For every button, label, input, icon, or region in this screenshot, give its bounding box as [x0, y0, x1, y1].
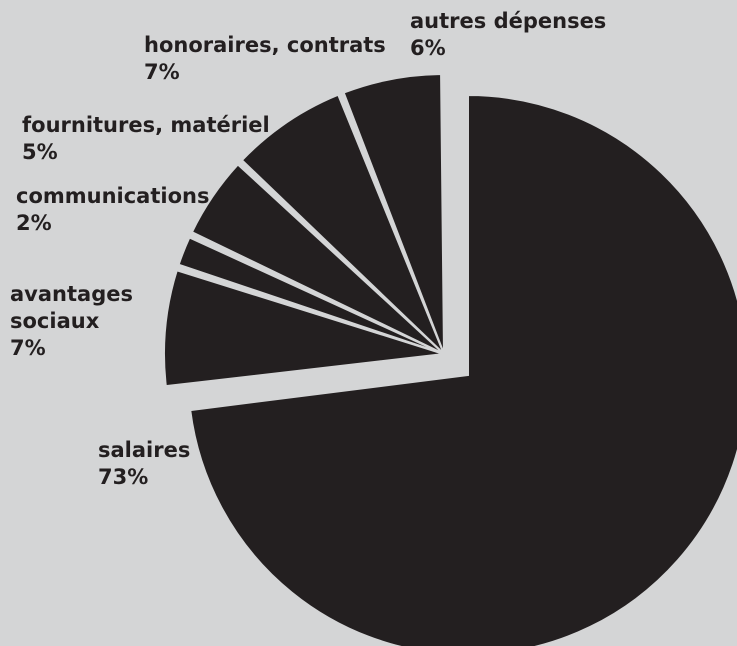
label-avantages-sociaux: avantages sociaux 7% — [10, 282, 140, 360]
label-communications-value: 2% — [16, 211, 52, 235]
slices-group — [163, 73, 737, 646]
label-communications-name: communications — [16, 184, 209, 208]
pie-slice-honoraires-contrats — [240, 93, 445, 355]
label-fournitures-materiel-value: 5% — [22, 140, 58, 164]
label-avantages-sociaux-name-line2: sociaux — [10, 309, 100, 333]
label-fournitures-materiel: fournitures, matériel 5% — [22, 113, 277, 164]
label-salaires-value: 73% — [98, 465, 148, 489]
label-salaires: salaires 73% — [98, 438, 198, 489]
pie-slice-avantages-sociaux — [163, 269, 445, 388]
label-honoraires-contrats: honoraires, contrats 7% — [144, 33, 393, 84]
label-communications: communications 2% — [16, 184, 217, 235]
label-salaires-name: salaires — [98, 438, 190, 462]
label-honoraires-contrats-value: 7% — [144, 60, 180, 84]
pie-slice-salaires — [189, 93, 737, 646]
label-avantages-sociaux-value: 7% — [10, 336, 46, 360]
label-honoraires-contrats-name: honoraires, contrats — [144, 33, 386, 57]
pie-slice-autres-d-penses — [342, 73, 445, 355]
pie-slice-communications — [177, 236, 445, 355]
label-autres-depenses-name: autres dépenses — [410, 9, 606, 33]
label-fournitures-materiel-name: fournitures, matériel — [22, 113, 270, 137]
label-autres-depenses-value: 6% — [410, 36, 446, 60]
label-avantages-sociaux-name-line1: avantages — [10, 282, 133, 306]
pie-slice-fournitures-mat-riel — [190, 163, 445, 355]
label-autres-depenses: autres dépenses 6% — [410, 9, 614, 60]
